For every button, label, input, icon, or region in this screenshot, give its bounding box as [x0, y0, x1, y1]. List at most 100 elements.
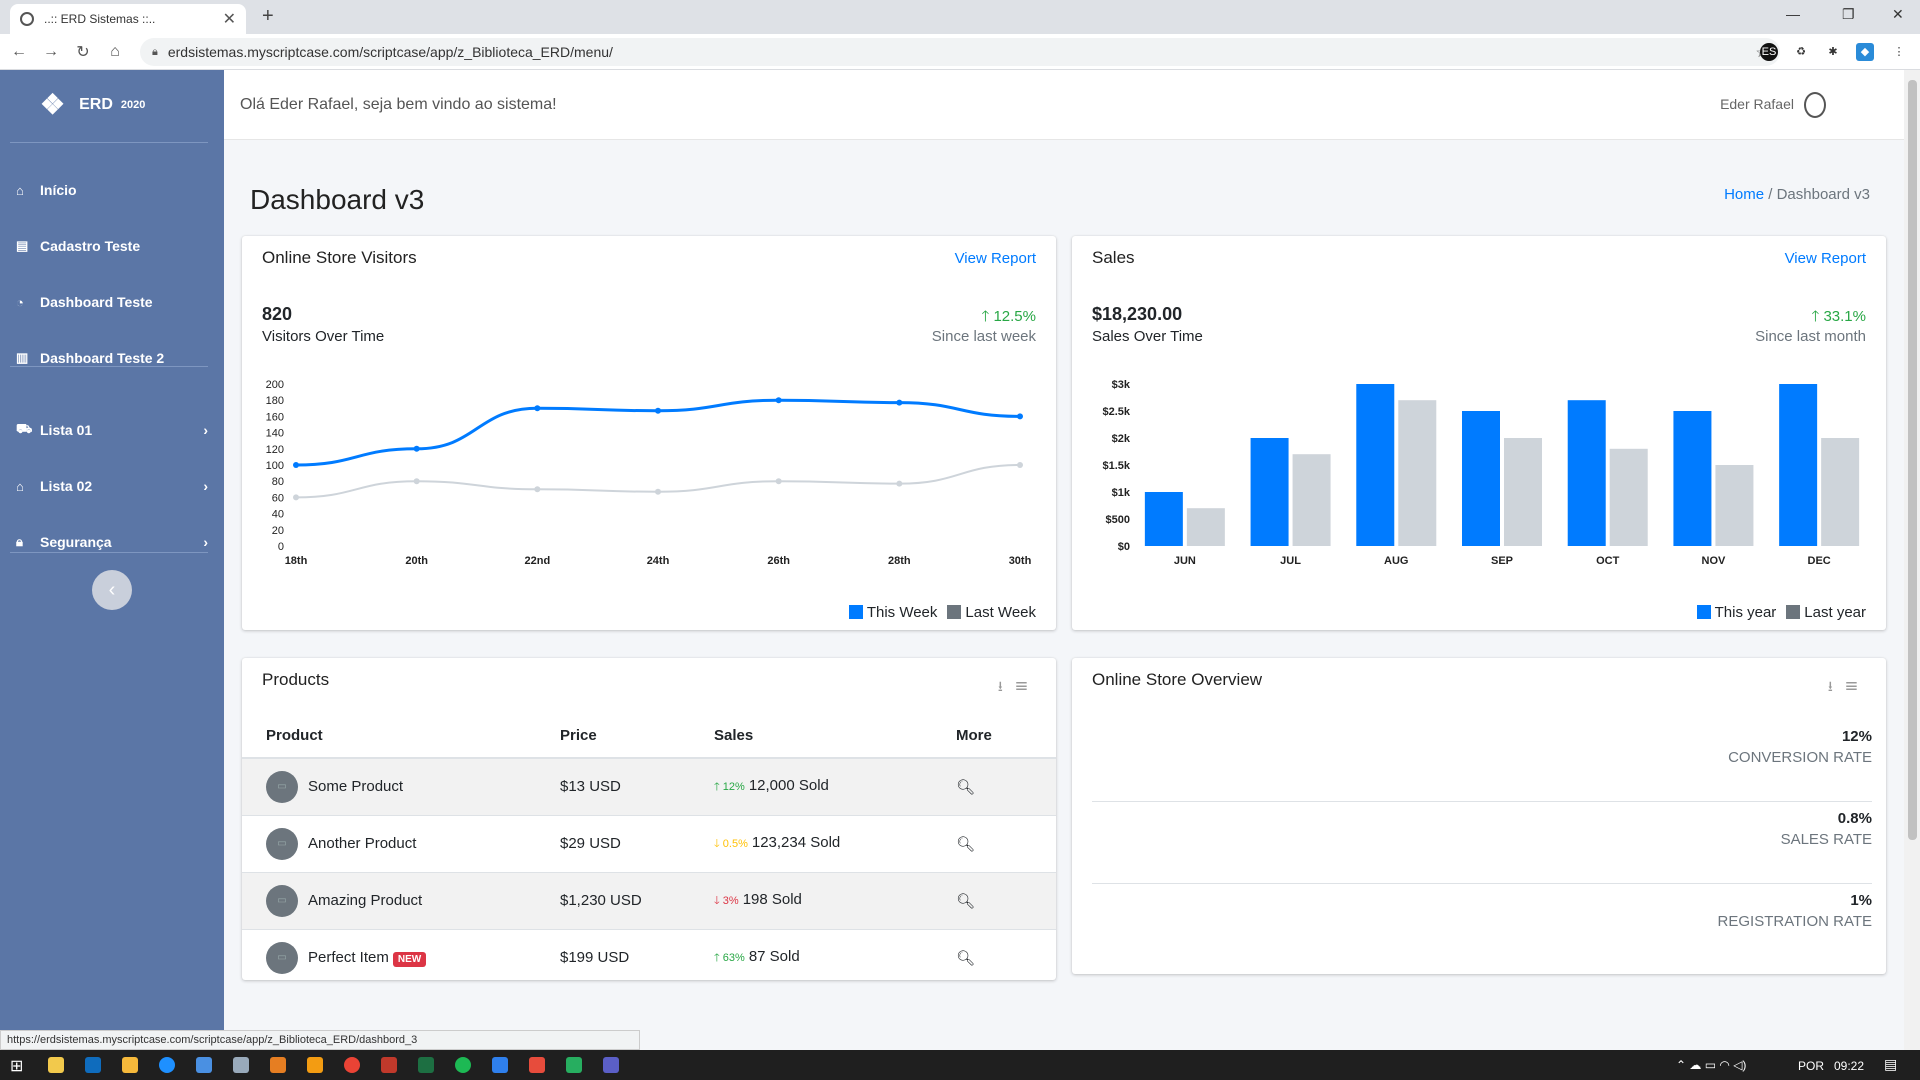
sales-change: 🡑 33.1%: [1811, 306, 1866, 331]
url-text: erdsistemas.myscriptcase.com/scriptcase/…: [167, 44, 613, 60]
table-row: ▭ Amazing Product $1,230 USD 🡓 3% 198 Sold…: [242, 871, 1056, 929]
notification-icon[interactable]: ▤: [1884, 1056, 1898, 1072]
bar: [1292, 454, 1331, 546]
menu-icon[interactable]: ☰: [1844, 678, 1870, 694]
legend-item-last-week[interactable]: Last Week: [947, 604, 1036, 621]
spotify-icon[interactable]: [455, 1057, 471, 1073]
data-point: [534, 405, 541, 412]
excel-icon[interactable]: [418, 1057, 434, 1073]
sidebar-item-dashboard-teste[interactable]: ◔ Dashboard Teste: [16, 282, 208, 322]
download-icon[interactable]: ⭳: [997, 678, 1015, 694]
minimize-icon[interactable]: —: [1786, 6, 1800, 22]
products-card-title: Products: [262, 670, 330, 689]
outlook-icon[interactable]: [85, 1057, 101, 1073]
app-icon[interactable]: [492, 1057, 508, 1073]
truck-icon: ⛟: [16, 421, 33, 436]
legend-label: Last year: [1804, 604, 1866, 621]
overview-value: 1%: [1850, 892, 1872, 909]
search-icon[interactable]: 🔍︎: [956, 778, 976, 796]
product-image: ▭: [266, 827, 298, 860]
file-explorer-icon[interactable]: [48, 1057, 64, 1073]
reload-icon[interactable]: ↻: [76, 43, 90, 61]
overview-value: 12%: [1841, 728, 1872, 745]
page-scrollbar[interactable]: [1904, 70, 1920, 1050]
system-tray-icons[interactable]: ⌃ ☁ ▭ ◠ ◁): [1676, 1058, 1747, 1072]
product-sold: 123,234 Sold: [751, 833, 841, 851]
browser-menu-icon[interactable]: ⋮: [1893, 46, 1905, 58]
trend-value: 3%: [722, 894, 739, 907]
forward-icon[interactable]: →: [43, 42, 59, 60]
sidebar-item-lista-01[interactable]: ⛟ Lista 01 ›: [16, 410, 208, 450]
sticky-app-icon[interactable]: [122, 1057, 138, 1073]
trend-value: 63%: [722, 951, 745, 964]
scrollbar-thumb[interactable]: [1908, 80, 1917, 840]
brand[interactable]: ❖ ERD 2020: [40, 88, 145, 121]
home-icon[interactable]: ⌂: [110, 42, 120, 60]
sidebar-item-label: Cadastro Teste: [40, 238, 141, 254]
sidebar-item-inicio[interactable]: ⌂ Início: [16, 170, 208, 210]
address-bar[interactable]: 🔒︎ erdsistemas.myscriptcase.com/scriptca…: [140, 38, 1780, 66]
tab-title: ..:: ERD Sistemas ::..: [44, 12, 156, 26]
browser-tab[interactable]: ..:: ERD Sistemas ::.. ✕: [10, 4, 246, 34]
sales-view-report-link[interactable]: View Report: [1784, 250, 1866, 267]
x-tick-label: 24th: [647, 555, 670, 564]
app-icon[interactable]: [566, 1057, 582, 1073]
close-tab-icon[interactable]: ✕: [222, 11, 236, 28]
sidebar-item-cadastro-teste[interactable]: ▤ Cadastro Teste: [16, 226, 208, 266]
clock[interactable]: 09:22: [1834, 1059, 1865, 1073]
x-tick-label: 30th: [1009, 555, 1032, 564]
column-header: Product: [242, 714, 560, 759]
sidebar-item-seguranca[interactable]: 🔒︎ Segurança ›: [16, 522, 208, 562]
search-icon[interactable]: 🔍︎: [956, 835, 976, 853]
x-tick-label: SEP: [1491, 555, 1513, 564]
visitors-view-report-link[interactable]: View Report: [954, 250, 1036, 267]
y-tick-label: $2k: [1112, 433, 1131, 445]
teams-icon[interactable]: [603, 1057, 619, 1073]
app-icon[interactable]: [270, 1057, 286, 1073]
legend-item-last-year[interactable]: Last year: [1786, 604, 1866, 621]
extension-recycle-icon[interactable]: ♻: [1796, 46, 1806, 58]
language-indicator[interactable]: POR: [1798, 1059, 1825, 1073]
extension-blue-icon[interactable]: ◆: [1856, 43, 1874, 61]
user-name[interactable]: Eder Rafael: [1720, 96, 1794, 112]
back-icon[interactable]: ←: [11, 42, 27, 60]
table-header-row: Product Price Sales More: [242, 714, 1056, 759]
windows-taskbar: ⊞ ⌃ ☁ ▭ ◠ ◁) POR 09:22 ▤: [0, 1050, 1920, 1080]
new-tab-icon[interactable]: +: [262, 5, 274, 27]
sales-card: Sales View Report $18,230.00 Sales Over …: [1072, 236, 1886, 630]
data-point: [655, 488, 661, 495]
products-table: Product Price Sales More ▭ Some Product $…: [242, 714, 1056, 986]
edge-icon[interactable]: [159, 1057, 175, 1073]
sidebar-item-lista-02[interactable]: ⌂ Lista 02 ›: [16, 466, 208, 506]
bar: [1356, 384, 1395, 546]
sidebar-collapse-button[interactable]: ‹: [92, 570, 132, 610]
app-icon[interactable]: [381, 1057, 397, 1073]
x-tick-label: 18th: [285, 555, 308, 564]
breadcrumb-home-link[interactable]: Home: [1724, 186, 1765, 203]
legend-item-this-week[interactable]: This Week: [848, 604, 937, 621]
extensions-puzzle-icon[interactable]: ✱: [1828, 46, 1838, 58]
mail-icon[interactable]: [196, 1057, 212, 1073]
restore-icon[interactable]: ❐: [1842, 6, 1855, 22]
overview-card: Online Store Overview ⭳☰ 12% CONVERSION …: [1072, 658, 1886, 974]
chrome-icon[interactable]: [344, 1057, 360, 1073]
app-icon[interactable]: [307, 1057, 323, 1073]
visitors-subtitle: Visitors Over Time: [262, 328, 385, 345]
extension-es-icon[interactable]: ES: [1760, 43, 1778, 61]
lock-icon: 🔒︎: [16, 534, 23, 549]
legend-item-this-year[interactable]: This year: [1696, 604, 1776, 621]
search-icon[interactable]: 🔍︎: [956, 892, 976, 910]
visitors-change-value: 12.5%: [993, 308, 1036, 325]
sidebar-item-dashboard-teste-2[interactable]: ▥ Dashboard Teste 2: [16, 338, 208, 378]
sales-bar-chart: $0 $500 $1k $1.5k $2k $2.5k $3k JUN JUL AUG SEP OCT…: [1102, 379, 1860, 564]
search-icon[interactable]: 🔍︎: [956, 949, 976, 967]
windows-start-icon[interactable]: ⊞: [10, 1058, 24, 1075]
app-icon[interactable]: [233, 1057, 249, 1073]
brave-icon[interactable]: [529, 1057, 545, 1073]
column-header: Price: [560, 714, 714, 759]
user-avatar[interactable]: [1804, 92, 1826, 118]
download-icon[interactable]: ⭳: [1827, 678, 1845, 694]
menu-icon[interactable]: ☰: [1014, 678, 1040, 694]
overview-label: CONVERSION RATE: [1728, 749, 1872, 766]
close-window-icon[interactable]: ✕: [1892, 6, 1904, 22]
